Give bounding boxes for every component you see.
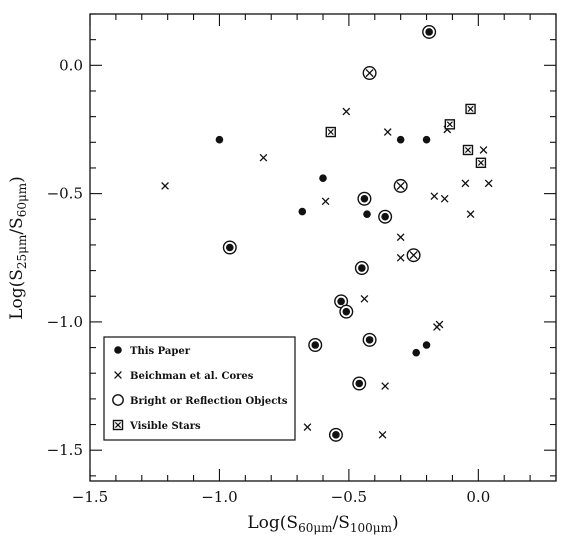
this-paper-point xyxy=(412,348,421,357)
this-paper-point xyxy=(422,135,431,144)
this-paper-point xyxy=(396,135,405,144)
legend: This Paper Beichman et al. Cores Bright … xyxy=(103,336,296,441)
bright-reflection-point xyxy=(328,427,343,442)
legend-marker-square xyxy=(112,419,124,431)
bright-reflection-point xyxy=(357,191,372,206)
x-tick-label: 0.0 xyxy=(466,488,490,506)
beichman-core-point xyxy=(396,253,405,262)
beichman-core-point xyxy=(430,192,439,201)
beichman-core-point xyxy=(466,210,475,219)
beichman-core-point xyxy=(461,179,470,188)
x-axis-label: Log(S60μm/S100μm) xyxy=(247,513,398,535)
this-paper-point xyxy=(422,341,431,349)
tick-labels: −1.5 −1.0 −0.5 0.0 0.0 −0.5 −1.0 −1.5 xyxy=(47,56,491,506)
beichman-core-point xyxy=(484,179,493,188)
y-axis-label: Log(S25μm/S60μm) xyxy=(7,176,29,320)
bright-reflection-point xyxy=(422,24,437,39)
bright-reflection-point xyxy=(222,240,237,255)
x-tick-label: −1.5 xyxy=(72,488,108,506)
visible-star-point xyxy=(444,119,456,130)
legend-label-visible-stars: Visible Stars xyxy=(129,421,201,432)
beichman-core-point xyxy=(435,320,444,329)
beichman-core-point xyxy=(378,430,387,439)
legend-marker-cross xyxy=(114,371,122,379)
bright-reflection-point xyxy=(378,209,393,224)
this-paper-point xyxy=(298,207,307,216)
visible-star-point xyxy=(462,144,474,156)
x-tick-label: −1.0 xyxy=(201,488,237,506)
beichman-core-point xyxy=(381,382,389,390)
legend-box xyxy=(103,336,296,441)
this-paper-point xyxy=(319,174,327,183)
beichman-core-point xyxy=(342,107,351,116)
this-paper-point xyxy=(363,210,371,218)
legend-label-beichman-cores: Beichman et al. Cores xyxy=(130,371,254,382)
beichman-core-point xyxy=(440,194,449,203)
this-paper-point xyxy=(215,135,224,144)
data-marks xyxy=(161,24,493,442)
y-tick-label: 0.0 xyxy=(59,56,83,74)
bright-reflection-crossed-point xyxy=(393,178,408,193)
beichman-core-point xyxy=(396,233,405,242)
beichman-core-point xyxy=(383,128,392,136)
bright-reflection-point xyxy=(308,338,323,353)
legend-marker-dot xyxy=(114,346,122,354)
beichman-core-point xyxy=(259,153,268,162)
bright-reflection-crossed-point xyxy=(406,248,421,263)
bright-reflection-point xyxy=(334,294,349,309)
legend-label-this-paper: This Paper xyxy=(130,346,191,357)
visible-star-point xyxy=(475,157,487,169)
beichman-core-point xyxy=(161,182,169,190)
beichman-core-point xyxy=(479,146,488,154)
y-tick-label: −1.0 xyxy=(47,313,83,331)
y-tick-label: −1.5 xyxy=(47,441,83,459)
legend-label-bright-reflection: Bright or Reflection Objects xyxy=(130,396,288,407)
axis-ticks xyxy=(89,13,557,481)
beichman-core-point xyxy=(360,294,369,303)
bright-reflection-point xyxy=(352,376,367,391)
bright-reflection-crossed-point xyxy=(362,66,377,81)
legend-marker-circle xyxy=(112,394,124,406)
bright-reflection-point xyxy=(339,304,354,319)
visible-star-point xyxy=(465,103,476,115)
bright-reflection-point xyxy=(362,332,377,347)
bright-reflection-point xyxy=(354,261,369,276)
beichman-core-point xyxy=(321,197,330,206)
legend-markers xyxy=(112,346,124,431)
y-tick-label: −0.5 xyxy=(47,185,83,203)
x-tick-label: −0.5 xyxy=(331,488,367,506)
visible-star-point xyxy=(325,126,336,138)
beichman-core-point xyxy=(303,423,312,431)
